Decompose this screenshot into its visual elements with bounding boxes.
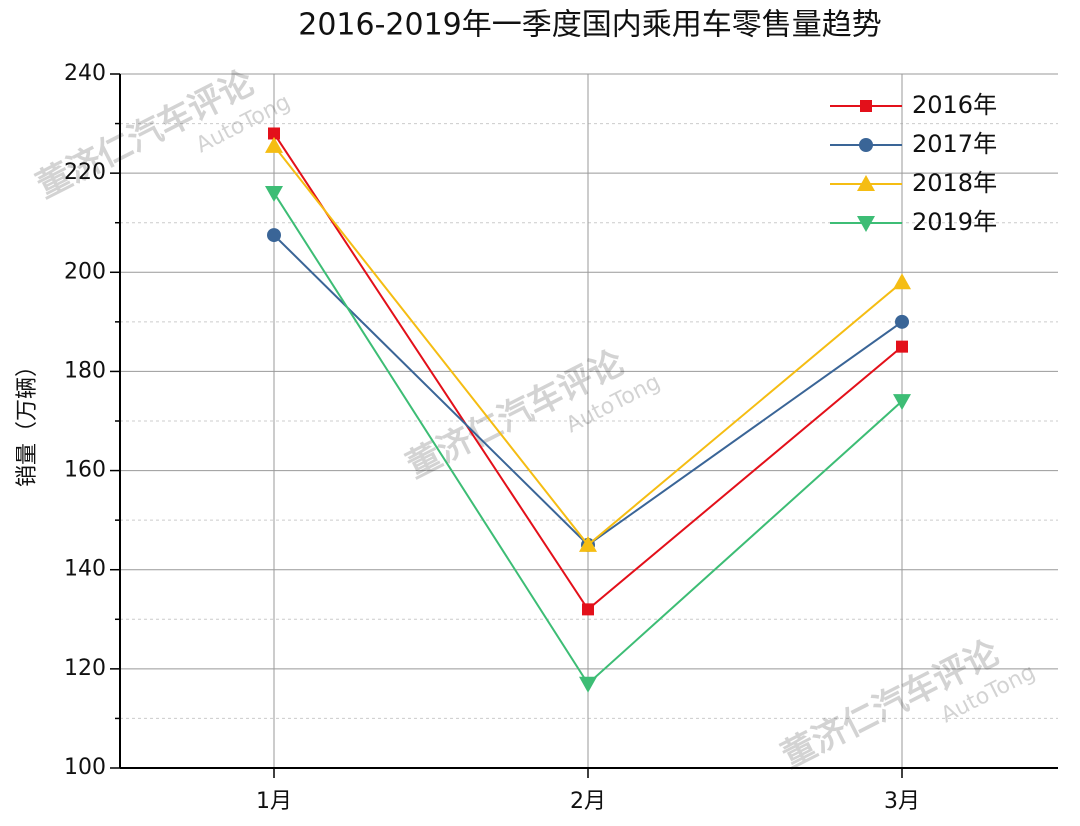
x-tick-label: 3月 [884, 789, 920, 814]
marker [265, 136, 283, 153]
marker [860, 100, 872, 112]
y-tick-label: 220 [64, 160, 106, 185]
x-tick-label: 2月 [570, 789, 606, 814]
marker [857, 175, 875, 191]
marker [857, 216, 875, 232]
legend-label: 2017年 [912, 130, 997, 158]
legend-label: 2018年 [912, 169, 997, 197]
marker [896, 340, 908, 353]
marker [579, 535, 597, 552]
marker [267, 228, 281, 243]
legend: 2016年 2017年 2018年 2019年 [830, 91, 997, 236]
marker [265, 185, 283, 202]
x-tick-label: 1月 [256, 789, 292, 814]
legend-label: 2019年 [912, 208, 997, 236]
legend-label: 2016年 [912, 91, 997, 119]
chart-title: 2016-2019年一季度国内乘用车零售量趋势 [298, 8, 882, 43]
y-tick-label: 120 [64, 656, 106, 681]
y-tick-label: 180 [64, 358, 106, 383]
marker [859, 138, 873, 152]
y-tick-label: 100 [64, 755, 106, 780]
y-tick-label: 200 [64, 259, 106, 284]
y-axis-label: 销量（万辆） [15, 355, 40, 487]
marker [582, 603, 594, 616]
marker [893, 273, 911, 290]
marker [268, 127, 280, 140]
y-tick-label: 140 [64, 557, 106, 582]
marker [579, 676, 597, 693]
marker [893, 394, 911, 411]
y-tick-label: 240 [64, 61, 106, 86]
marker [895, 314, 909, 329]
y-tick-label: 160 [64, 458, 106, 483]
